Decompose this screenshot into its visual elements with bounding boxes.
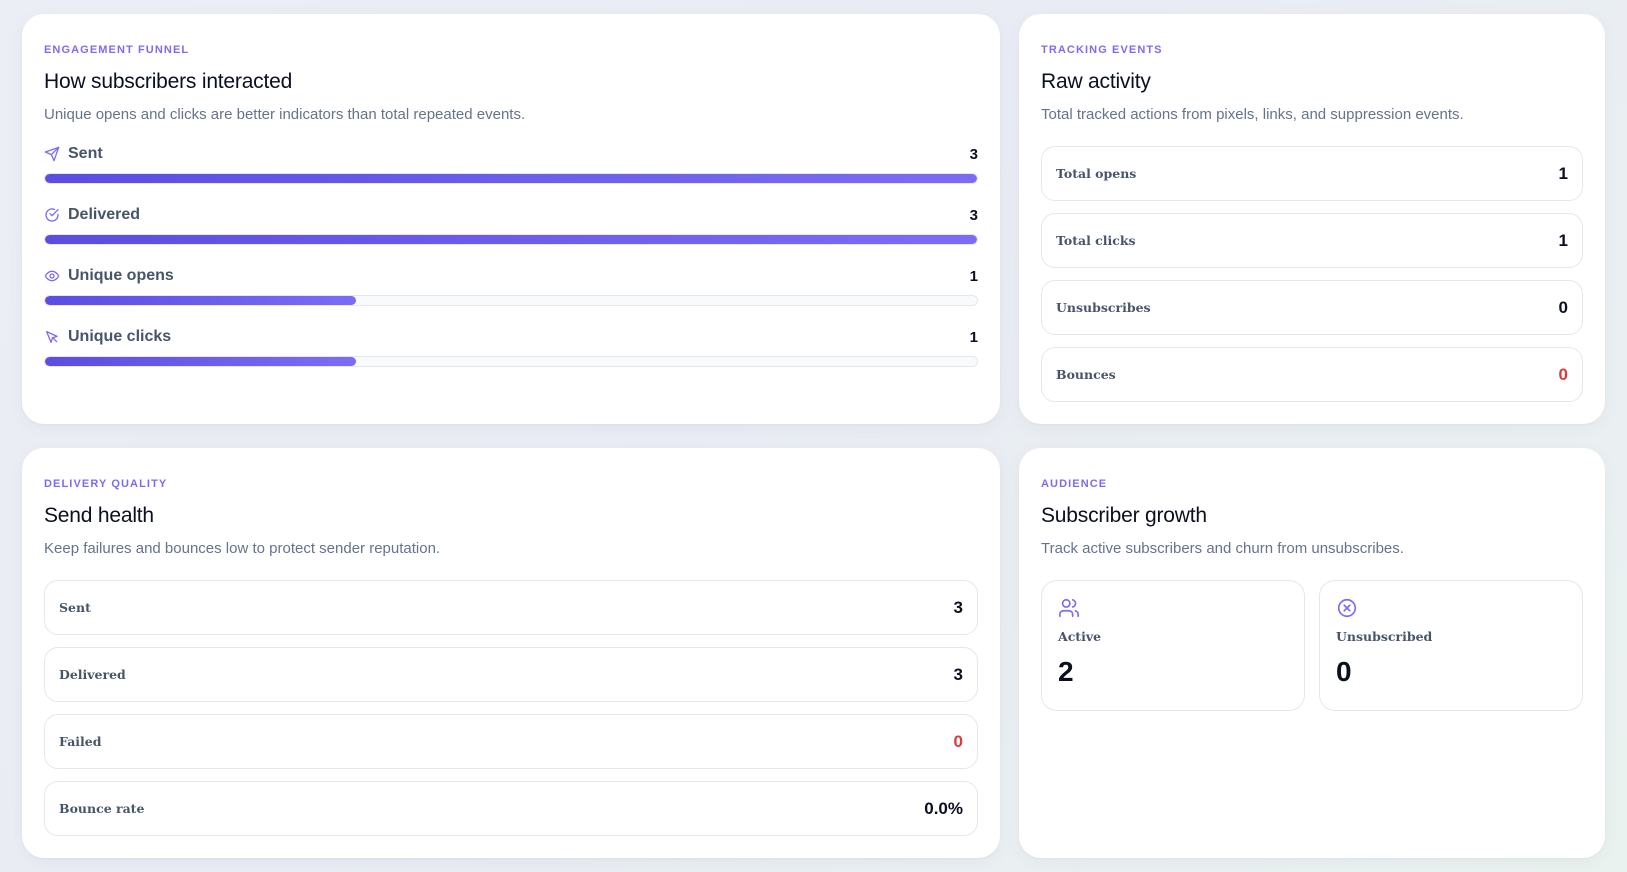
audience-tile-label: Active: [1058, 629, 1102, 644]
funnel-row-sent: Sent 3: [44, 143, 978, 204]
funnel-row-unique-clicks: Unique clicks 1: [44, 326, 978, 387]
progress-fill: [45, 174, 977, 183]
card-eyebrow: AUDIENCE: [1041, 478, 1108, 490]
stat-value: 0: [1558, 364, 1568, 384]
stat-label: Unsubscribes: [1056, 300, 1151, 315]
progress-fill: [45, 235, 977, 244]
stat-label: Failed: [59, 734, 102, 749]
stat-value: 3: [953, 664, 963, 684]
card-eyebrow: TRACKING EVENTS: [1041, 44, 1163, 56]
stat-value: 1: [1558, 163, 1568, 183]
card-subtitle: Track active subscribers and churn from …: [1041, 540, 1404, 557]
card-eyebrow: DELIVERY QUALITY: [44, 478, 168, 490]
funnel-value: 1: [969, 328, 978, 346]
progress-track: [44, 356, 978, 367]
card-title: Send health: [44, 504, 154, 527]
stat-value: 0: [953, 731, 963, 751]
stat-list: Total opens 1 Total clicks 1 Unsubscribe…: [1041, 146, 1583, 402]
delivery-quality-card: DELIVERY QUALITY Send health Keep failur…: [22, 448, 1000, 858]
audience-tile-unsubscribed: Unsubscribed 0: [1319, 580, 1583, 711]
stat-list: Sent 3 Delivered 3 Failed 0 Bounce rate …: [44, 580, 978, 836]
stat-row-failed: Failed 0: [44, 714, 978, 769]
stat-row-delivered: Delivered 3: [44, 647, 978, 702]
progress-fill: [45, 357, 356, 366]
funnel-label: Delivered: [68, 206, 141, 223]
card-title: Raw activity: [1041, 70, 1151, 93]
card-subtitle: Keep failures and bounces low to protect…: [44, 540, 441, 557]
check-circle-icon: [44, 207, 60, 223]
stat-value: 0.0%: [924, 798, 963, 818]
funnel-value: 3: [969, 206, 978, 224]
funnel-label: Unique clicks: [68, 328, 172, 345]
card-title: How subscribers interacted: [44, 70, 293, 93]
funnel-row-unique-opens: Unique opens 1: [44, 265, 978, 326]
card-eyebrow: ENGAGEMENT FUNNEL: [44, 44, 190, 56]
audience-tile-value: 0: [1336, 656, 1352, 687]
audience-card: AUDIENCE Subscriber growth Track active …: [1019, 448, 1605, 858]
funnel-value: 3: [969, 145, 978, 163]
eye-icon: [44, 268, 60, 284]
users-icon: [1058, 597, 1080, 619]
stat-value: 3: [953, 597, 963, 617]
progress-fill: [45, 296, 356, 305]
stat-row-bounces: Bounces 0: [1041, 347, 1583, 402]
stat-row-sent: Sent 3: [44, 580, 978, 635]
stat-value: 0: [1558, 297, 1568, 317]
progress-track: [44, 295, 978, 306]
stat-label: Bounces: [1056, 367, 1116, 382]
progress-track: [44, 173, 978, 184]
stat-row-bounce-rate: Bounce rate 0.0%: [44, 781, 978, 836]
stat-label: Total clicks: [1056, 233, 1136, 248]
stat-label: Bounce rate: [59, 801, 145, 816]
stat-value: 1: [1558, 230, 1568, 250]
progress-track: [44, 234, 978, 245]
tracking-events-card: TRACKING EVENTS Raw activity Total track…: [1019, 14, 1605, 424]
audience-tile-active: Active 2: [1041, 580, 1305, 711]
audience-tile-label: Unsubscribed: [1336, 629, 1433, 644]
stat-label: Total opens: [1056, 166, 1137, 181]
stat-row-unsubscribes: Unsubscribes 0: [1041, 280, 1583, 335]
audience-tiles: Active 2 Unsubscribed 0: [1041, 580, 1583, 711]
x-circle-icon: [1336, 597, 1358, 619]
cursor-click-icon: [44, 329, 60, 345]
funnel-label: Sent: [68, 145, 103, 162]
funnel-row-delivered: Delivered 3: [44, 204, 978, 265]
card-subtitle: Total tracked actions from pixels, links…: [1041, 106, 1464, 123]
stat-row-total-clicks: Total clicks 1: [1041, 213, 1583, 268]
funnel-list: Sent 3 Delivered 3: [44, 143, 978, 387]
stat-row-total-opens: Total opens 1: [1041, 146, 1583, 201]
funnel-value: 1: [969, 267, 978, 285]
funnel-label: Unique opens: [68, 267, 174, 284]
stat-label: Sent: [59, 600, 91, 615]
send-icon: [44, 146, 60, 162]
card-title: Subscriber growth: [1041, 504, 1207, 527]
card-subtitle: Unique opens and clicks are better indic…: [44, 106, 526, 123]
engagement-funnel-card: ENGAGEMENT FUNNEL How subscribers intera…: [22, 14, 1000, 424]
audience-tile-value: 2: [1058, 656, 1074, 687]
stat-label: Delivered: [59, 667, 126, 682]
